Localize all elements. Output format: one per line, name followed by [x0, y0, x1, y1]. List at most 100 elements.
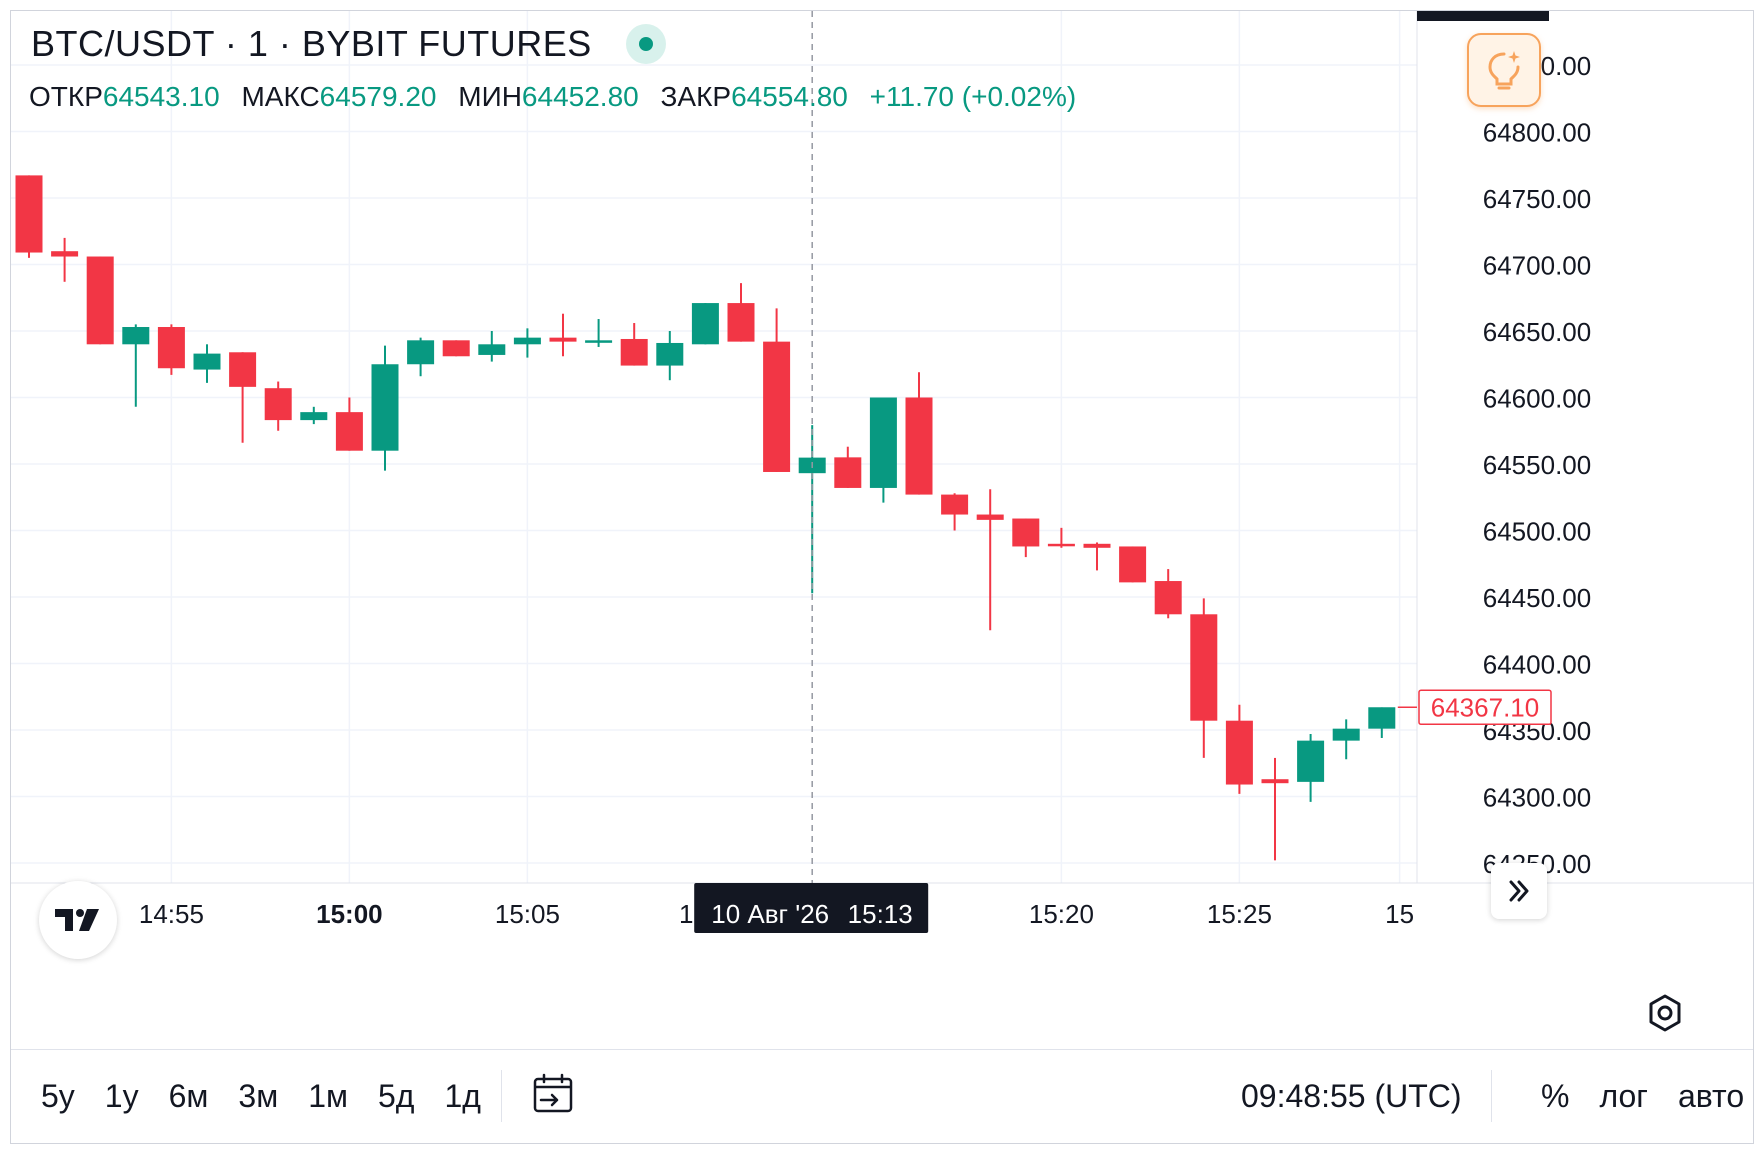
candle: [691, 303, 719, 345]
candle-body: [229, 352, 257, 387]
grid: [11, 11, 1417, 883]
candle-body: [976, 514, 1004, 520]
toolbar-divider: [501, 1070, 502, 1122]
candle-body: [834, 457, 862, 488]
high-value: 64579.20: [319, 81, 437, 112]
candle: [229, 352, 257, 443]
candle: [157, 324, 185, 375]
candle-body: [585, 340, 613, 343]
candle-body: [656, 342, 684, 366]
range-5y-button[interactable]: 5у: [41, 1078, 75, 1114]
candle: [478, 331, 506, 362]
bottom-toolbar: 5у 1у 6м 3м 1м 5д 1д 09:48:55 (UTC) % ло…: [11, 1049, 1753, 1143]
candle: [549, 313, 577, 357]
range-1d-button[interactable]: 1д: [444, 1078, 481, 1114]
candle: [264, 381, 292, 431]
idea-icon: [1488, 51, 1520, 90]
candle-body: [157, 327, 185, 369]
price-tick-label: 64500.00: [1483, 517, 1591, 547]
candle-body: [300, 412, 328, 421]
candle-body: [335, 412, 363, 451]
candle: [869, 397, 897, 503]
close-label: ЗАКР: [660, 81, 732, 112]
candle: [763, 308, 791, 472]
candle-body: [1083, 543, 1111, 548]
tradingview-logo[interactable]: [39, 881, 117, 959]
price-tick-label: 64450.00: [1483, 583, 1591, 613]
candle: [1261, 757, 1289, 861]
range-3m-button[interactable]: 3м: [238, 1078, 279, 1114]
candle-body: [549, 337, 577, 342]
scroll-to-realtime-button[interactable]: [1491, 863, 1547, 919]
candle: [1047, 527, 1075, 548]
candle: [1154, 569, 1182, 619]
candle-body: [1047, 543, 1075, 547]
time-tick-label: 15: [1385, 899, 1414, 929]
price-tick-label: 64400.00: [1483, 650, 1591, 680]
toolbar-divider: [1491, 1070, 1492, 1122]
chart-canvas[interactable]: 64850.0064800.0064750.0064700.0064650.00…: [11, 11, 1754, 1049]
candle: [976, 489, 1004, 631]
candle: [585, 319, 613, 347]
top-price-label-bg: [1417, 11, 1549, 21]
symbol-title[interactable]: BTC/USDT · 1 · BYBIT FUTURES: [31, 23, 592, 64]
candle-body: [478, 344, 506, 355]
axes: 64850.0064800.0064750.0064700.0064650.00…: [11, 11, 1753, 933]
candle: [513, 328, 541, 358]
range-1m-button[interactable]: 1м: [308, 1078, 348, 1114]
utc-clock[interactable]: 09:48:55 (UTC): [1241, 1078, 1462, 1114]
candle-body: [1368, 707, 1396, 729]
candle-body: [407, 340, 435, 365]
settings-icon[interactable]: [1645, 993, 1685, 1033]
candle-body: [1332, 728, 1360, 741]
high-label: МАКС: [241, 81, 320, 112]
calendar-goto-icon[interactable]: [531, 1072, 575, 1116]
time-tick-label: 15:20: [1029, 899, 1094, 929]
candle-body: [1225, 720, 1253, 785]
candle-body: [1297, 740, 1325, 782]
last-price-box: [1418, 689, 1552, 726]
crosshair-date-label: 10 Авг '26: [711, 899, 829, 929]
range-5d-button[interactable]: 5д: [377, 1078, 415, 1114]
range-1y-button[interactable]: 1у: [104, 1078, 139, 1114]
low-value: 64452.80: [521, 81, 639, 112]
candle-body: [371, 364, 399, 451]
candle: [1119, 546, 1147, 583]
last-price-label: 64367.10: [1431, 692, 1539, 722]
ohlc-legend: ОТКР64543.10 МАКС64579.20 МИН64452.80 ЗА…: [29, 81, 1076, 113]
auto-scale-button[interactable]: авто: [1677, 1078, 1745, 1114]
candle-body: [15, 175, 43, 253]
range-6m-button[interactable]: 6м: [168, 1078, 209, 1114]
time-tick-label: 15:25: [1207, 899, 1272, 929]
candle: [620, 323, 648, 366]
candle-body: [727, 303, 755, 342]
time-tick-label: 14:55: [139, 899, 204, 929]
price-tick-label: 64700.00: [1483, 251, 1591, 281]
candle: [371, 345, 399, 471]
candle-body: [763, 341, 791, 472]
candle-body: [869, 397, 897, 488]
change-value: +11.70 (+0.02%): [869, 81, 1077, 112]
idea-button[interactable]: [1467, 33, 1541, 107]
candle: [407, 337, 435, 377]
candle: [1297, 733, 1325, 802]
tradingview-logo-icon: [55, 909, 99, 931]
open-value: 64543.10: [102, 81, 220, 112]
candle-body: [941, 494, 969, 515]
crosshair-time-label: 15:13: [848, 899, 913, 929]
scale-options: % лог авто: [1511, 1078, 1744, 1115]
candle: [300, 406, 328, 425]
log-scale-button[interactable]: лог: [1599, 1078, 1648, 1114]
candle-body: [1190, 614, 1218, 721]
candle: [834, 446, 862, 488]
price-tick-label: 64550.00: [1483, 450, 1591, 480]
open-label: ОТКР: [29, 81, 103, 112]
percent-scale-button[interactable]: %: [1541, 1078, 1570, 1114]
candle-body: [1012, 518, 1040, 547]
symbol-header[interactable]: BTC/USDT · 1 · BYBIT FUTURES: [31, 23, 666, 65]
candle-body: [513, 337, 541, 345]
candle: [905, 372, 933, 495]
candle: [656, 331, 684, 381]
scroll-right-icon: [1509, 880, 1529, 902]
price-tick-label: 64300.00: [1483, 783, 1591, 813]
